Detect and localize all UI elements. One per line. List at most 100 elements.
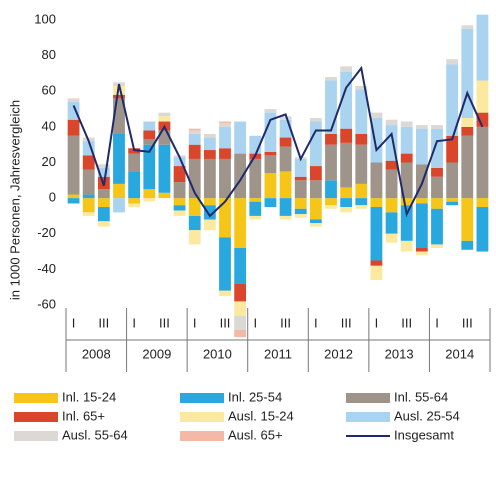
bar-segment bbox=[82, 141, 95, 156]
bar-segment bbox=[309, 198, 322, 220]
x-tick-label: I bbox=[375, 315, 379, 330]
bar-segment bbox=[385, 198, 398, 213]
legend-swatch bbox=[14, 393, 58, 403]
y-tick-label: 60 bbox=[42, 83, 56, 98]
bar-segment bbox=[128, 203, 141, 208]
bar-segment bbox=[294, 214, 307, 218]
bar-segment bbox=[279, 215, 292, 220]
bar-segment bbox=[203, 137, 216, 151]
bar-segment bbox=[264, 112, 277, 152]
bar-segment bbox=[476, 198, 489, 208]
bar-segment bbox=[431, 176, 443, 199]
bar-segment bbox=[446, 135, 459, 163]
bar-segment bbox=[203, 219, 216, 231]
legend-label: Insgesamt bbox=[394, 427, 454, 442]
bar-segment bbox=[97, 164, 110, 168]
legend-swatch bbox=[180, 412, 224, 422]
bar-segment bbox=[97, 167, 110, 177]
bar-segment bbox=[340, 187, 353, 199]
year-label: 2012 bbox=[324, 346, 353, 361]
bar-segment bbox=[325, 180, 337, 199]
legend-label: Inl. 15-24 bbox=[62, 389, 116, 404]
bar-segment bbox=[97, 221, 110, 227]
bar-segment bbox=[355, 205, 368, 209]
bar-segment bbox=[370, 162, 383, 199]
bar-segment bbox=[249, 158, 262, 199]
bar-segment bbox=[188, 134, 201, 145]
bar-segment bbox=[370, 117, 383, 163]
bar-segment bbox=[113, 183, 125, 199]
bar-segment bbox=[370, 112, 383, 118]
bar-segment bbox=[219, 158, 231, 199]
bar-segment bbox=[82, 194, 95, 199]
bar-segment bbox=[340, 71, 353, 129]
y-tick-label: -40 bbox=[37, 261, 56, 276]
bar-segment bbox=[249, 198, 262, 202]
bar-segment bbox=[309, 223, 322, 227]
y-tick-label: 80 bbox=[42, 47, 56, 62]
bar-segment bbox=[113, 134, 125, 184]
bar-segment bbox=[355, 85, 368, 90]
x-tick-label: I bbox=[132, 315, 136, 330]
bar-segment bbox=[249, 135, 262, 154]
bar-segment bbox=[385, 233, 398, 243]
bar-segment bbox=[158, 144, 171, 193]
bar-segment bbox=[400, 240, 413, 252]
bar-segment bbox=[279, 146, 292, 172]
year-label: 2008 bbox=[82, 346, 111, 361]
bar-segment bbox=[173, 198, 186, 206]
bar-segment bbox=[355, 144, 368, 184]
bar-segment bbox=[249, 201, 262, 216]
bar-segment bbox=[431, 244, 443, 248]
bar-segment bbox=[158, 116, 171, 122]
bar-segment bbox=[325, 205, 337, 209]
legend-swatch bbox=[14, 431, 58, 441]
bar-segment bbox=[203, 205, 216, 220]
legend-label: Inl. 25-54 bbox=[228, 389, 282, 404]
bar-segment bbox=[476, 207, 489, 252]
bar-segment bbox=[476, 80, 489, 113]
bar-segment bbox=[173, 210, 186, 216]
bar-segment bbox=[219, 148, 231, 159]
bar-segment bbox=[219, 123, 231, 127]
bar-segment bbox=[264, 198, 277, 208]
bar-segment bbox=[325, 144, 337, 181]
bar-segment bbox=[113, 198, 125, 213]
bar-segment bbox=[249, 215, 262, 220]
x-tick-label: III bbox=[280, 315, 291, 330]
bar-segment bbox=[219, 290, 231, 297]
bar-segment bbox=[400, 153, 413, 163]
bar-segment bbox=[415, 203, 428, 248]
bar-segment bbox=[143, 198, 156, 202]
bar-segment bbox=[67, 101, 80, 120]
bar-segment bbox=[400, 198, 413, 206]
bar-segment bbox=[113, 94, 125, 99]
bar-segment bbox=[234, 153, 247, 199]
x-tick-label: I bbox=[193, 315, 197, 330]
bar-segment bbox=[264, 151, 277, 156]
legend-label: Ausl. 55-64 bbox=[62, 427, 128, 442]
legend-swatch bbox=[346, 412, 390, 422]
bar-segment bbox=[415, 251, 428, 256]
bar-segment bbox=[400, 121, 413, 127]
bar-segment bbox=[446, 198, 459, 202]
y-tick-label: 20 bbox=[42, 154, 56, 169]
bar-segment bbox=[461, 240, 474, 250]
bar-segment bbox=[431, 167, 443, 177]
bar-segment bbox=[82, 198, 95, 213]
bar-segment bbox=[355, 198, 368, 206]
bar-segment bbox=[446, 64, 459, 136]
bar-segment bbox=[340, 142, 353, 188]
y-tick-label: -20 bbox=[37, 225, 56, 240]
bar-segment bbox=[340, 66, 353, 72]
x-tick-label: I bbox=[253, 315, 257, 330]
x-tick-label: III bbox=[220, 315, 231, 330]
bar-segment bbox=[234, 329, 247, 338]
bar-segment bbox=[203, 158, 216, 199]
bar-segment bbox=[219, 126, 231, 149]
x-tick-label: I bbox=[72, 315, 76, 330]
x-tick-label: III bbox=[341, 315, 352, 330]
bar-segment bbox=[219, 237, 231, 291]
bar-segment bbox=[234, 301, 247, 316]
bar-segment bbox=[128, 171, 141, 199]
